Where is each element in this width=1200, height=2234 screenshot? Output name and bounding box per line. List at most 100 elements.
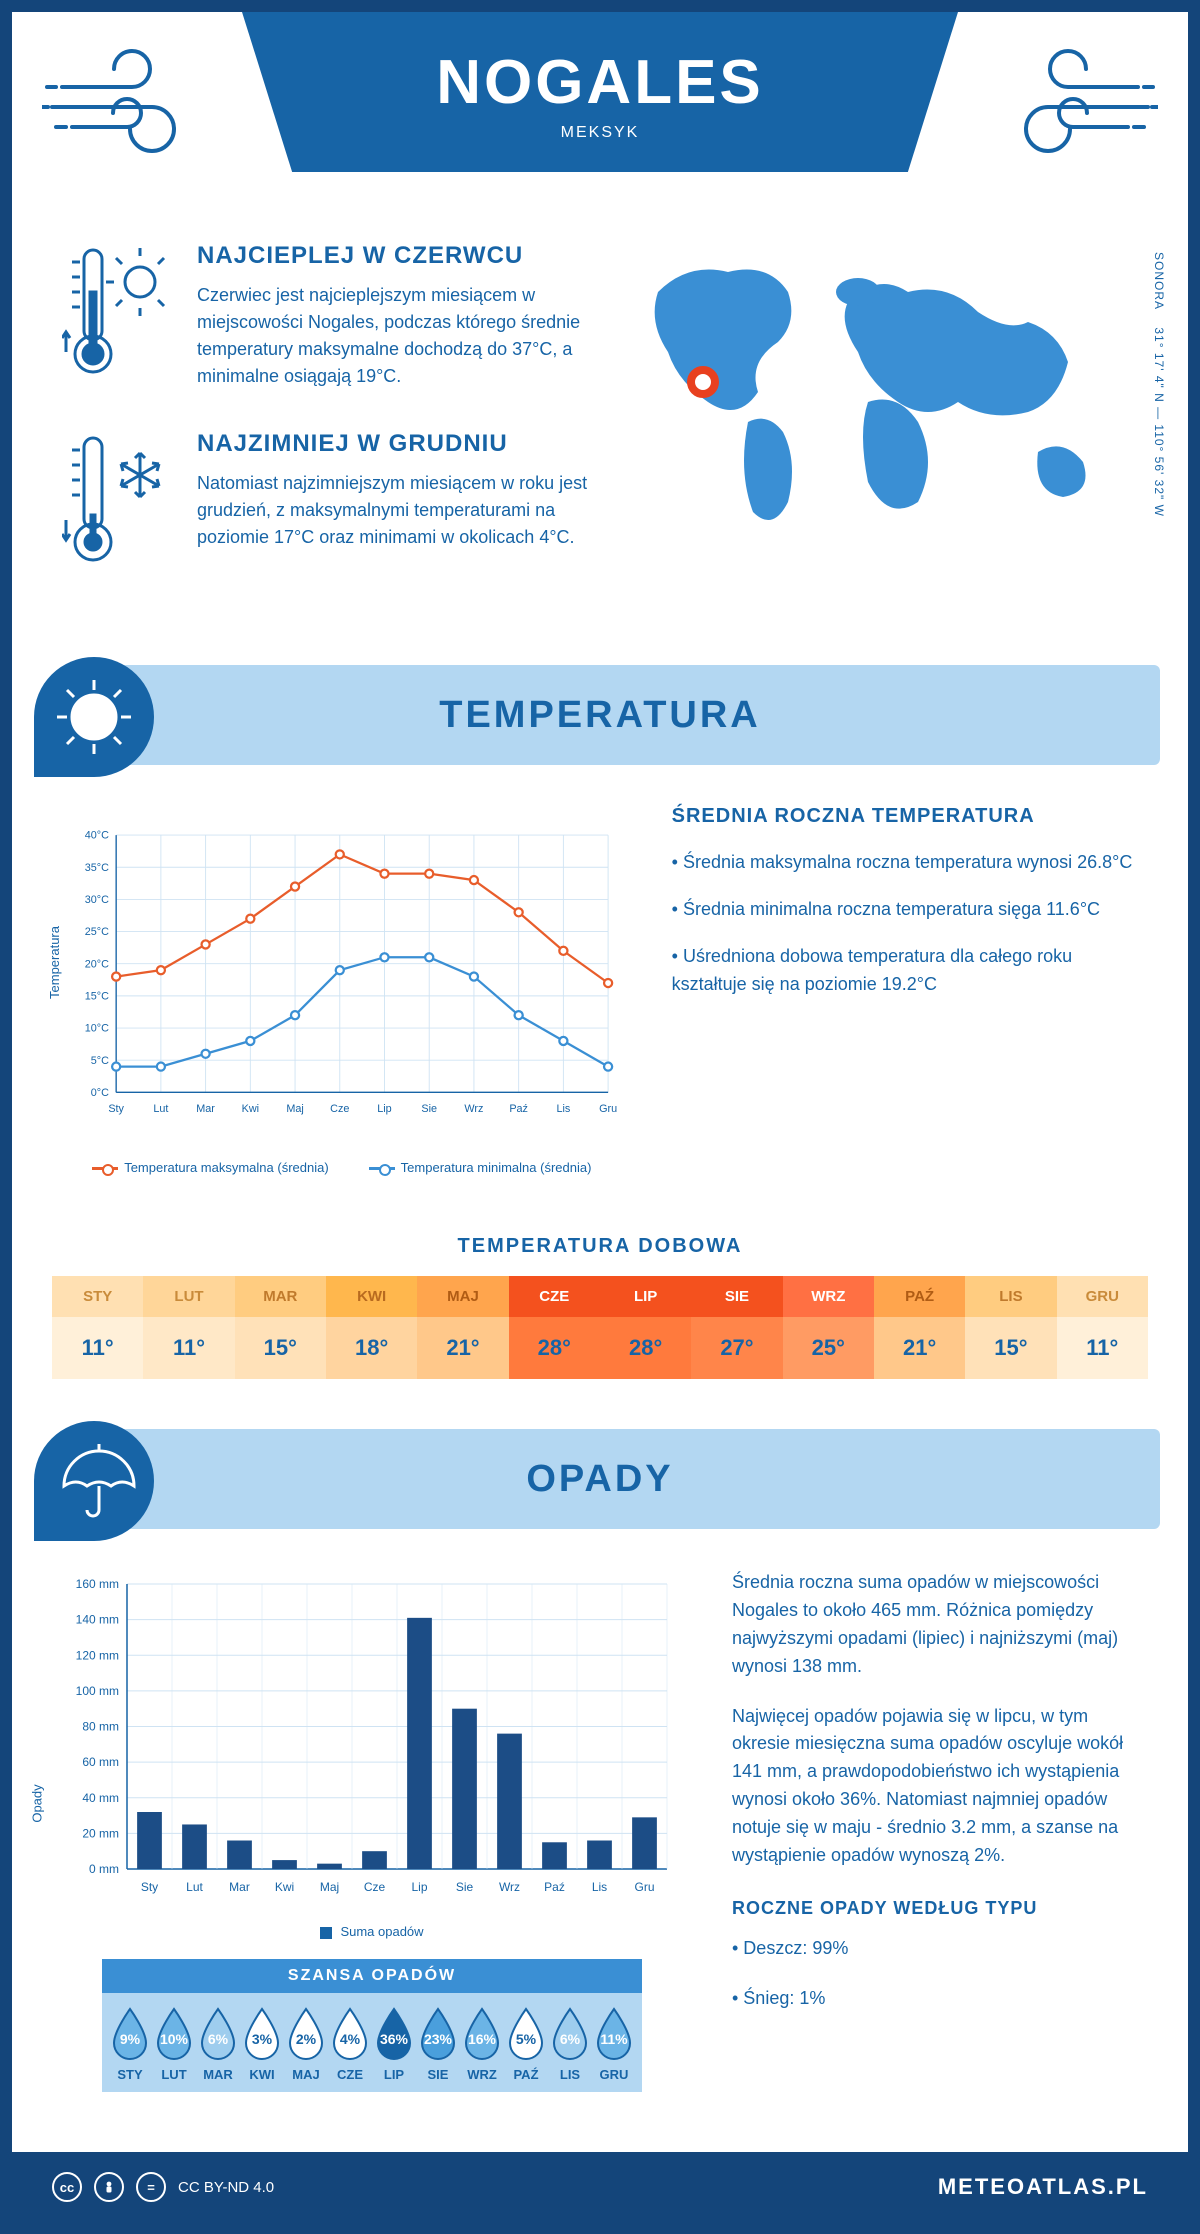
wind-icon-left bbox=[12, 12, 242, 162]
chance-cell: 11%GRU bbox=[592, 2007, 636, 2082]
precip-p2: Najwięcej opadów pojawia się w lipcu, w … bbox=[732, 1703, 1138, 1870]
precip-legend: Suma opadów bbox=[62, 1924, 682, 1939]
coldest-title: NAJZIMNIEJ W GRUDNIU bbox=[197, 430, 588, 458]
chance-cell: 6%MAR bbox=[196, 2007, 240, 2082]
precip-title: OPADY bbox=[526, 1458, 673, 1501]
daily-cell: MAJ21° bbox=[417, 1276, 508, 1379]
drop-icon: 16% bbox=[460, 2007, 504, 2061]
precip-type-title: ROCZNE OPADY WEDŁUG TYPU bbox=[732, 1895, 1138, 1923]
chance-cell: 9%STY bbox=[108, 2007, 152, 2082]
svg-text:20 mm: 20 mm bbox=[82, 1826, 119, 1840]
svg-text:Cze: Cze bbox=[364, 1880, 386, 1894]
svg-text:Lut: Lut bbox=[186, 1880, 203, 1894]
svg-text:30°C: 30°C bbox=[85, 894, 109, 906]
wind-icon-right bbox=[958, 12, 1188, 162]
umbrella-icon bbox=[34, 1421, 154, 1541]
svg-text:0°C: 0°C bbox=[91, 1087, 109, 1099]
svg-text:100 mm: 100 mm bbox=[76, 1684, 119, 1698]
daily-temp-title: TEMPERATURA DOBOWA bbox=[12, 1235, 1188, 1258]
svg-text:160 mm: 160 mm bbox=[76, 1577, 119, 1591]
daily-cell: WRZ25° bbox=[783, 1276, 874, 1379]
daily-cell: CZE28° bbox=[509, 1276, 600, 1379]
nd-icon: = bbox=[136, 2172, 166, 2202]
hottest-text: Czerwiec jest najcieplejszym miesiącem w… bbox=[197, 282, 588, 390]
chance-cell: 16%WRZ bbox=[460, 2007, 504, 2082]
temperature-line-chart: Temperatura 0°C5°C10°C15°C20°C25°C30°C35… bbox=[62, 805, 622, 1175]
chance-cell: 3%KWI bbox=[240, 2007, 284, 2082]
city-name: NOGALES bbox=[262, 47, 938, 118]
title-banner: NOGALES MEKSYK bbox=[242, 12, 958, 172]
svg-text:Wrz: Wrz bbox=[464, 1103, 483, 1115]
svg-text:Sie: Sie bbox=[421, 1103, 437, 1115]
temperature-block: Temperatura 0°C5°C10°C15°C20°C25°C30°C35… bbox=[12, 795, 1188, 1205]
svg-text:25°C: 25°C bbox=[85, 926, 109, 938]
daily-cell: LUT11° bbox=[143, 1276, 234, 1379]
hottest-fact: NAJCIEPLEJ W CZERWCU Czerwiec jest najci… bbox=[62, 242, 588, 390]
chance-cell: 10%LUT bbox=[152, 2007, 196, 2082]
chance-cell: 5%PAŹ bbox=[504, 2007, 548, 2082]
world-map: SONORA 31° 17' 4" N — 110° 56' 32" W bbox=[618, 242, 1138, 615]
drop-icon: 3% bbox=[240, 2007, 284, 2061]
temperature-title: TEMPERATURA bbox=[439, 694, 761, 737]
svg-text:Maj: Maj bbox=[320, 1880, 339, 1894]
drop-icon: 23% bbox=[416, 2007, 460, 2061]
svg-text:Kwi: Kwi bbox=[242, 1103, 259, 1115]
chance-title: SZANSA OPADÓW bbox=[102, 1959, 642, 1993]
svg-text:Wrz: Wrz bbox=[499, 1880, 520, 1894]
svg-text:Maj: Maj bbox=[286, 1103, 303, 1115]
country-name: MEKSYK bbox=[262, 124, 938, 142]
chance-cell: 23%SIE bbox=[416, 2007, 460, 2082]
page: NOGALES MEKSYK bbox=[12, 12, 1188, 2222]
coldest-text: Natomiast najzimniejszym miesiącem w rok… bbox=[197, 470, 588, 551]
temperature-summary: ŚREDNIA ROCZNA TEMPERATURA • Średnia mak… bbox=[672, 805, 1138, 1175]
svg-text:40 mm: 40 mm bbox=[82, 1791, 119, 1805]
drop-icon: 2% bbox=[284, 2007, 328, 2061]
intro-section: NAJCIEPLEJ W CZERWCU Czerwiec jest najci… bbox=[12, 212, 1188, 645]
sun-icon bbox=[34, 657, 154, 777]
by-icon bbox=[94, 2172, 124, 2202]
annual-temp-b1: • Średnia maksymalna roczna temperatura … bbox=[672, 848, 1138, 877]
svg-text:Kwi: Kwi bbox=[275, 1880, 294, 1894]
svg-text:Lip: Lip bbox=[411, 1880, 427, 1894]
svg-text:5°C: 5°C bbox=[91, 1055, 109, 1067]
temperature-section-header: TEMPERATURA bbox=[40, 665, 1160, 765]
drop-icon: 5% bbox=[504, 2007, 548, 2061]
daily-cell: GRU11° bbox=[1057, 1276, 1148, 1379]
daily-cell: SIE27° bbox=[691, 1276, 782, 1379]
svg-text:Sty: Sty bbox=[108, 1103, 124, 1115]
svg-text:15°C: 15°C bbox=[85, 990, 109, 1002]
daily-cell: KWI18° bbox=[326, 1276, 417, 1379]
license-block: cc = CC BY-ND 4.0 bbox=[52, 2172, 274, 2202]
drop-icon: 6% bbox=[196, 2007, 240, 2061]
svg-text:140 mm: 140 mm bbox=[76, 1613, 119, 1627]
chance-cell: 36%LIP bbox=[372, 2007, 416, 2082]
precip-summary: Średnia roczna suma opadów w miejscowośc… bbox=[732, 1569, 1138, 2092]
svg-text:Lut: Lut bbox=[153, 1103, 168, 1115]
chance-cell: 6%LIS bbox=[548, 2007, 592, 2082]
coldest-fact: NAJZIMNIEJ W GRUDNIU Natomiast najzimnie… bbox=[62, 430, 588, 575]
annual-temp-b2: • Średnia minimalna roczna temperatura s… bbox=[672, 895, 1138, 924]
daily-cell: LIP28° bbox=[600, 1276, 691, 1379]
hottest-title: NAJCIEPLEJ W CZERWCU bbox=[197, 242, 588, 270]
drop-icon: 11% bbox=[592, 2007, 636, 2061]
svg-text:Mar: Mar bbox=[229, 1880, 250, 1894]
svg-text:Lis: Lis bbox=[592, 1880, 607, 1894]
daily-cell: PAŹ21° bbox=[874, 1276, 965, 1379]
daily-cell: MAR15° bbox=[235, 1276, 326, 1379]
chance-cell: 2%MAJ bbox=[284, 2007, 328, 2082]
header: NOGALES MEKSYK bbox=[12, 12, 1188, 212]
svg-text:Lis: Lis bbox=[556, 1103, 570, 1115]
svg-text:20°C: 20°C bbox=[85, 958, 109, 970]
drop-icon: 6% bbox=[548, 2007, 592, 2061]
precip-type-2: • Śnieg: 1% bbox=[732, 1985, 1138, 2013]
brand-text: METEOATLAS.PL bbox=[938, 2174, 1148, 2200]
svg-text:10°C: 10°C bbox=[85, 1023, 109, 1035]
drop-icon: 36% bbox=[372, 2007, 416, 2061]
chance-cell: 4%CZE bbox=[328, 2007, 372, 2082]
svg-text:60 mm: 60 mm bbox=[82, 1755, 119, 1769]
drop-icon: 9% bbox=[108, 2007, 152, 2061]
cc-icon: cc bbox=[52, 2172, 82, 2202]
drop-icon: 4% bbox=[328, 2007, 372, 2061]
thermometer-snow-icon bbox=[62, 430, 172, 575]
svg-text:Sie: Sie bbox=[456, 1880, 474, 1894]
